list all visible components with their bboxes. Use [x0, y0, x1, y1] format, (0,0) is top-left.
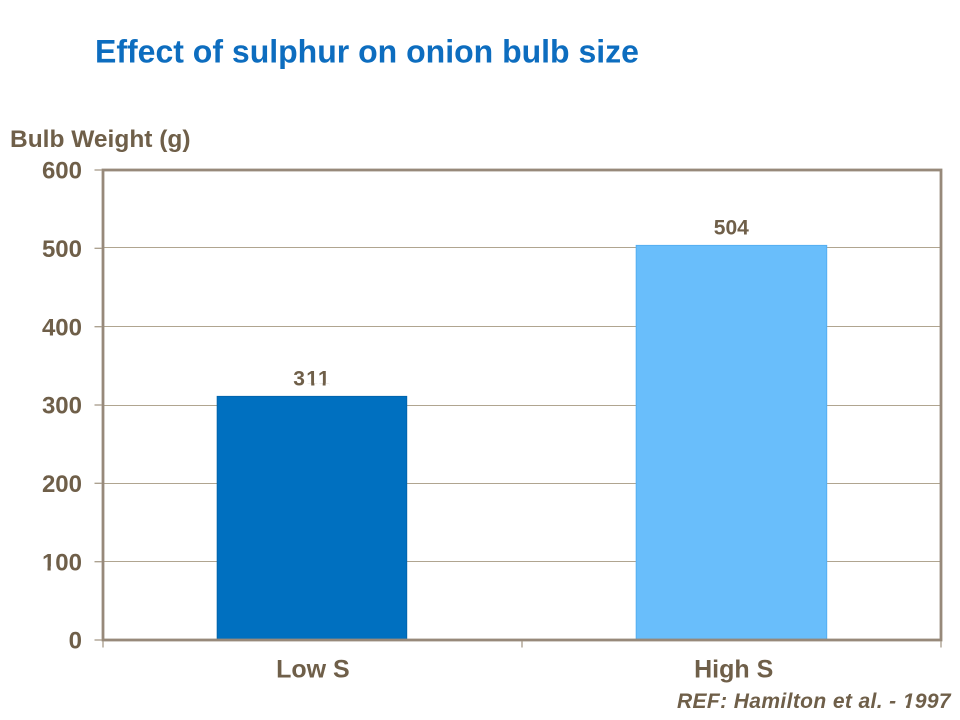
svg-text:500: 500 [42, 236, 82, 263]
svg-text:400: 400 [42, 314, 82, 341]
svg-text:1: 1 [318, 368, 330, 391]
svg-text:200: 200 [42, 471, 82, 498]
svg-text:504: 504 [714, 217, 749, 240]
svg-text:Low S: Low S [276, 655, 350, 683]
svg-text:Bulb Weight (g): Bulb Weight (g) [10, 126, 191, 153]
svg-text:600: 600 [42, 158, 82, 185]
svg-text:1: 1 [306, 368, 318, 391]
svg-text:100: 100 [42, 549, 82, 576]
svg-text:0: 0 [69, 628, 82, 655]
svg-text:REF: Hamilton et al. - 1997: REF: Hamilton et al. - 1997 [677, 690, 952, 713]
svg-text:3: 3 [293, 368, 305, 391]
svg-text:High S: High S [694, 655, 773, 683]
svg-text:300: 300 [42, 393, 82, 420]
svg-text:Effect of sulphur on onion bul: Effect of sulphur on onion bulb size [95, 34, 639, 70]
